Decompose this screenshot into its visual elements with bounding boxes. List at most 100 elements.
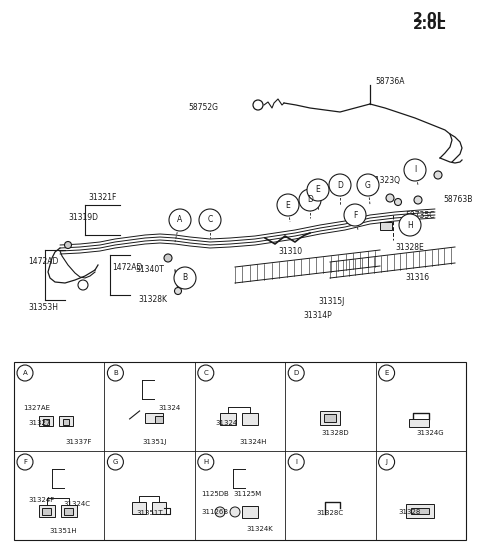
Text: E: E	[286, 201, 290, 210]
Circle shape	[344, 204, 366, 226]
Circle shape	[17, 454, 33, 470]
Text: 31126B: 31126B	[201, 509, 228, 514]
Text: D: D	[307, 195, 313, 205]
Text: 1472AD: 1472AD	[112, 263, 143, 272]
Circle shape	[277, 194, 299, 216]
Circle shape	[108, 454, 123, 470]
Bar	[61, 505, 77, 517]
Text: 31328: 31328	[399, 509, 421, 514]
Text: 1472AD: 1472AD	[28, 257, 59, 267]
Text: 31324G: 31324G	[416, 430, 444, 436]
Text: 31340T: 31340T	[135, 266, 164, 274]
Text: E: E	[316, 185, 320, 195]
Text: 31324H: 31324H	[240, 439, 267, 445]
Text: C: C	[204, 370, 208, 376]
Text: 31323Q: 31323Q	[370, 175, 400, 184]
Bar	[411, 508, 429, 514]
Circle shape	[379, 454, 395, 470]
Text: 31324F: 31324F	[28, 497, 54, 503]
Bar	[324, 414, 336, 422]
Circle shape	[108, 365, 123, 381]
Circle shape	[243, 507, 253, 517]
Text: 1327AE: 1327AE	[23, 405, 50, 411]
Text: 2.0L: 2.0L	[413, 18, 447, 32]
Text: 31324: 31324	[216, 420, 238, 426]
Text: 31316: 31316	[405, 273, 429, 283]
Bar	[59, 416, 73, 426]
Bar	[406, 504, 434, 518]
Circle shape	[215, 507, 225, 517]
Text: 31351H: 31351H	[50, 528, 78, 534]
Bar	[155, 416, 163, 423]
Text: D: D	[294, 370, 299, 376]
Circle shape	[395, 199, 401, 206]
Circle shape	[307, 179, 329, 201]
Bar	[220, 413, 236, 425]
Text: G: G	[113, 459, 118, 465]
Text: 31310: 31310	[278, 248, 302, 256]
Text: I: I	[295, 459, 297, 465]
Text: 1125DB: 1125DB	[201, 491, 228, 497]
Circle shape	[253, 100, 263, 110]
Text: A: A	[178, 216, 182, 224]
Circle shape	[288, 365, 304, 381]
Circle shape	[404, 159, 426, 181]
Text: 31125M: 31125M	[233, 491, 261, 497]
Text: 2.0L: 2.0L	[413, 11, 447, 25]
Circle shape	[230, 507, 240, 517]
Bar	[63, 419, 69, 425]
Circle shape	[357, 174, 379, 196]
Circle shape	[386, 194, 394, 202]
Text: 31324K: 31324K	[247, 526, 273, 532]
Text: 31324C: 31324C	[64, 502, 91, 508]
Bar	[242, 506, 258, 518]
Text: 31353H: 31353H	[28, 304, 58, 312]
Text: H: H	[203, 459, 208, 465]
Text: 31324: 31324	[158, 405, 180, 411]
Circle shape	[17, 365, 33, 381]
Text: 31328K: 31328K	[138, 295, 167, 305]
Circle shape	[78, 280, 88, 290]
Bar	[409, 419, 429, 427]
Text: G: G	[365, 180, 371, 190]
Text: 31328C: 31328C	[317, 510, 344, 516]
Text: 58752G: 58752G	[188, 103, 218, 113]
Bar	[152, 502, 166, 514]
Circle shape	[299, 189, 321, 211]
Bar	[380, 222, 392, 230]
Text: 58763B: 58763B	[443, 195, 472, 205]
Text: 31321F: 31321F	[88, 194, 116, 202]
Bar	[132, 502, 145, 514]
Bar	[321, 411, 340, 425]
Text: B: B	[182, 273, 188, 283]
Text: 58735C: 58735C	[405, 211, 434, 219]
Circle shape	[379, 365, 395, 381]
Bar	[64, 508, 73, 515]
Text: 31351J: 31351J	[142, 439, 166, 445]
Circle shape	[399, 214, 421, 236]
Text: C: C	[207, 216, 213, 224]
Circle shape	[64, 241, 72, 249]
Bar	[39, 505, 55, 517]
Text: 31327: 31327	[28, 420, 50, 426]
Text: 31314P: 31314P	[304, 311, 332, 320]
Circle shape	[198, 454, 214, 470]
Bar	[39, 416, 53, 426]
Circle shape	[329, 174, 351, 196]
Bar	[14, 362, 466, 540]
Circle shape	[175, 288, 181, 294]
Text: 31328D: 31328D	[321, 430, 349, 436]
Bar	[42, 508, 51, 515]
Bar	[242, 413, 258, 425]
Text: E: E	[384, 370, 389, 376]
Circle shape	[169, 209, 191, 231]
Bar	[43, 419, 49, 425]
Text: B: B	[113, 370, 118, 376]
Text: F: F	[23, 459, 27, 465]
Text: A: A	[23, 370, 27, 376]
Text: H: H	[407, 221, 413, 229]
Circle shape	[288, 454, 304, 470]
Text: D: D	[337, 180, 343, 190]
Text: 31351T: 31351T	[136, 510, 163, 516]
Circle shape	[174, 267, 196, 289]
